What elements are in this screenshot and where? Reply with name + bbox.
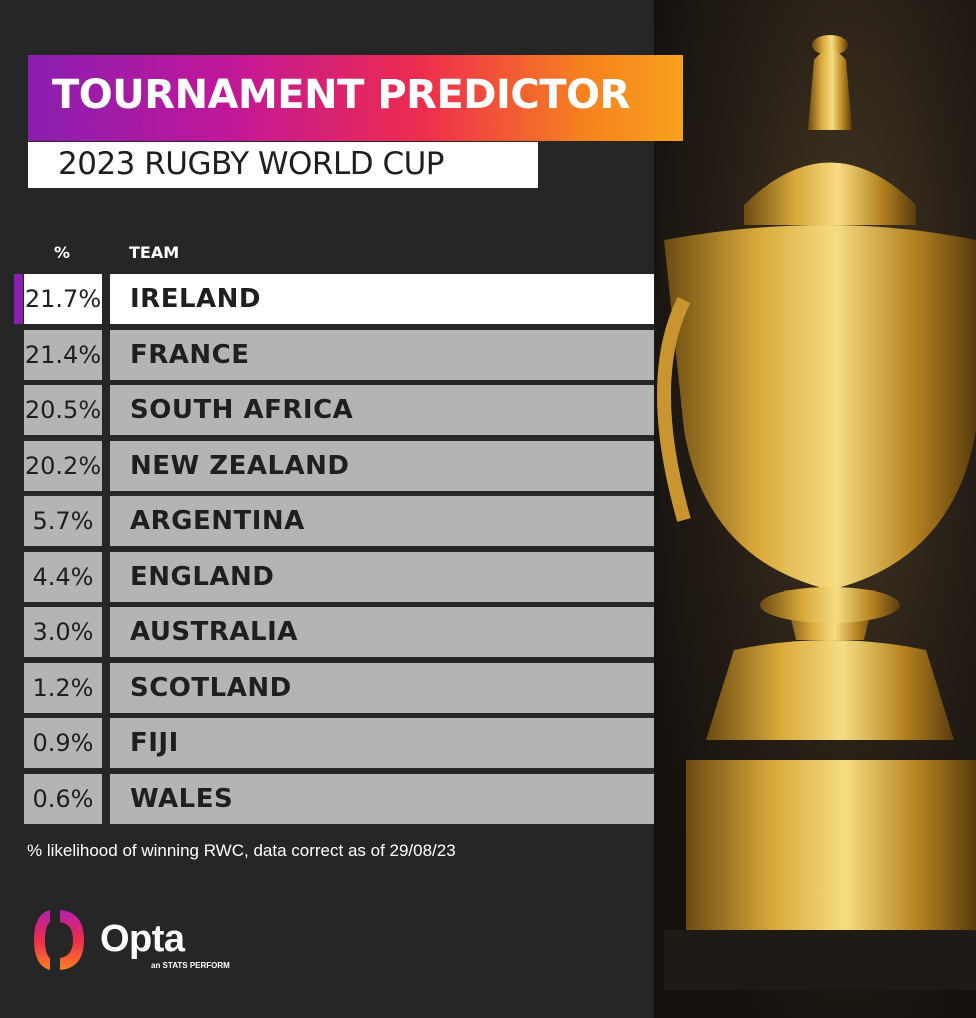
- opta-logo-tagline: an STATS PERFORM: [151, 961, 230, 970]
- table-row: 21.4% FRANCE: [0, 330, 654, 380]
- percent-cell: 21.7%: [24, 274, 102, 324]
- table-row: 20.5% SOUTH AFRICA: [0, 385, 654, 435]
- table-row: 0.9% FIJI: [0, 718, 654, 768]
- team-cell: NEW ZEALAND: [110, 441, 654, 491]
- percent-cell: 3.0%: [24, 607, 102, 657]
- percent-cell: 5.7%: [24, 496, 102, 546]
- percent-cell: 0.9%: [24, 718, 102, 768]
- percent-cell: 4.4%: [24, 552, 102, 602]
- table-row: 0.6% WALES: [0, 774, 654, 824]
- team-cell: SCOTLAND: [110, 663, 654, 713]
- percent-cell: 0.6%: [24, 774, 102, 824]
- opta-logo-text: Opta: [100, 918, 185, 960]
- table-row: 1.2% SCOTLAND: [0, 663, 654, 713]
- page-subtitle: 2023 RUGBY WORLD CUP: [58, 146, 444, 182]
- column-header-percent: %: [54, 243, 71, 262]
- team-cell: IRELAND: [110, 274, 654, 324]
- team-cell: FRANCE: [110, 330, 654, 380]
- team-cell: SOUTH AFRICA: [110, 385, 654, 435]
- team-cell: FIJI: [110, 718, 654, 768]
- team-cell: ENGLAND: [110, 552, 654, 602]
- subtitle-box: [28, 142, 538, 188]
- percent-cell: 21.4%: [24, 330, 102, 380]
- page-title: TOURNAMENT PREDICTOR: [52, 72, 630, 118]
- percent-cell: 20.2%: [24, 441, 102, 491]
- footnote: % likelihood of winning RWC, data correc…: [27, 841, 456, 860]
- trophy-icon: [657, 35, 976, 990]
- table-row: 3.0% AUSTRALIA: [0, 607, 654, 657]
- table-row: 5.7% ARGENTINA: [0, 496, 654, 546]
- table-row: 20.2% NEW ZEALAND: [0, 441, 654, 491]
- trophy-image: [654, 0, 976, 1018]
- table-row: 4.4% ENGLAND: [0, 552, 654, 602]
- title-banner: [28, 55, 683, 141]
- table-row: 21.7% IRELAND: [0, 274, 654, 324]
- team-cell: ARGENTINA: [110, 496, 654, 546]
- column-header-team: TEAM: [129, 243, 180, 262]
- percent-cell: 20.5%: [24, 385, 102, 435]
- leader-accent-bar: [14, 274, 23, 324]
- team-cell: WALES: [110, 774, 654, 824]
- team-cell: AUSTRALIA: [110, 607, 654, 657]
- opta-logo-icon: [32, 906, 90, 974]
- percent-cell: 1.2%: [24, 663, 102, 713]
